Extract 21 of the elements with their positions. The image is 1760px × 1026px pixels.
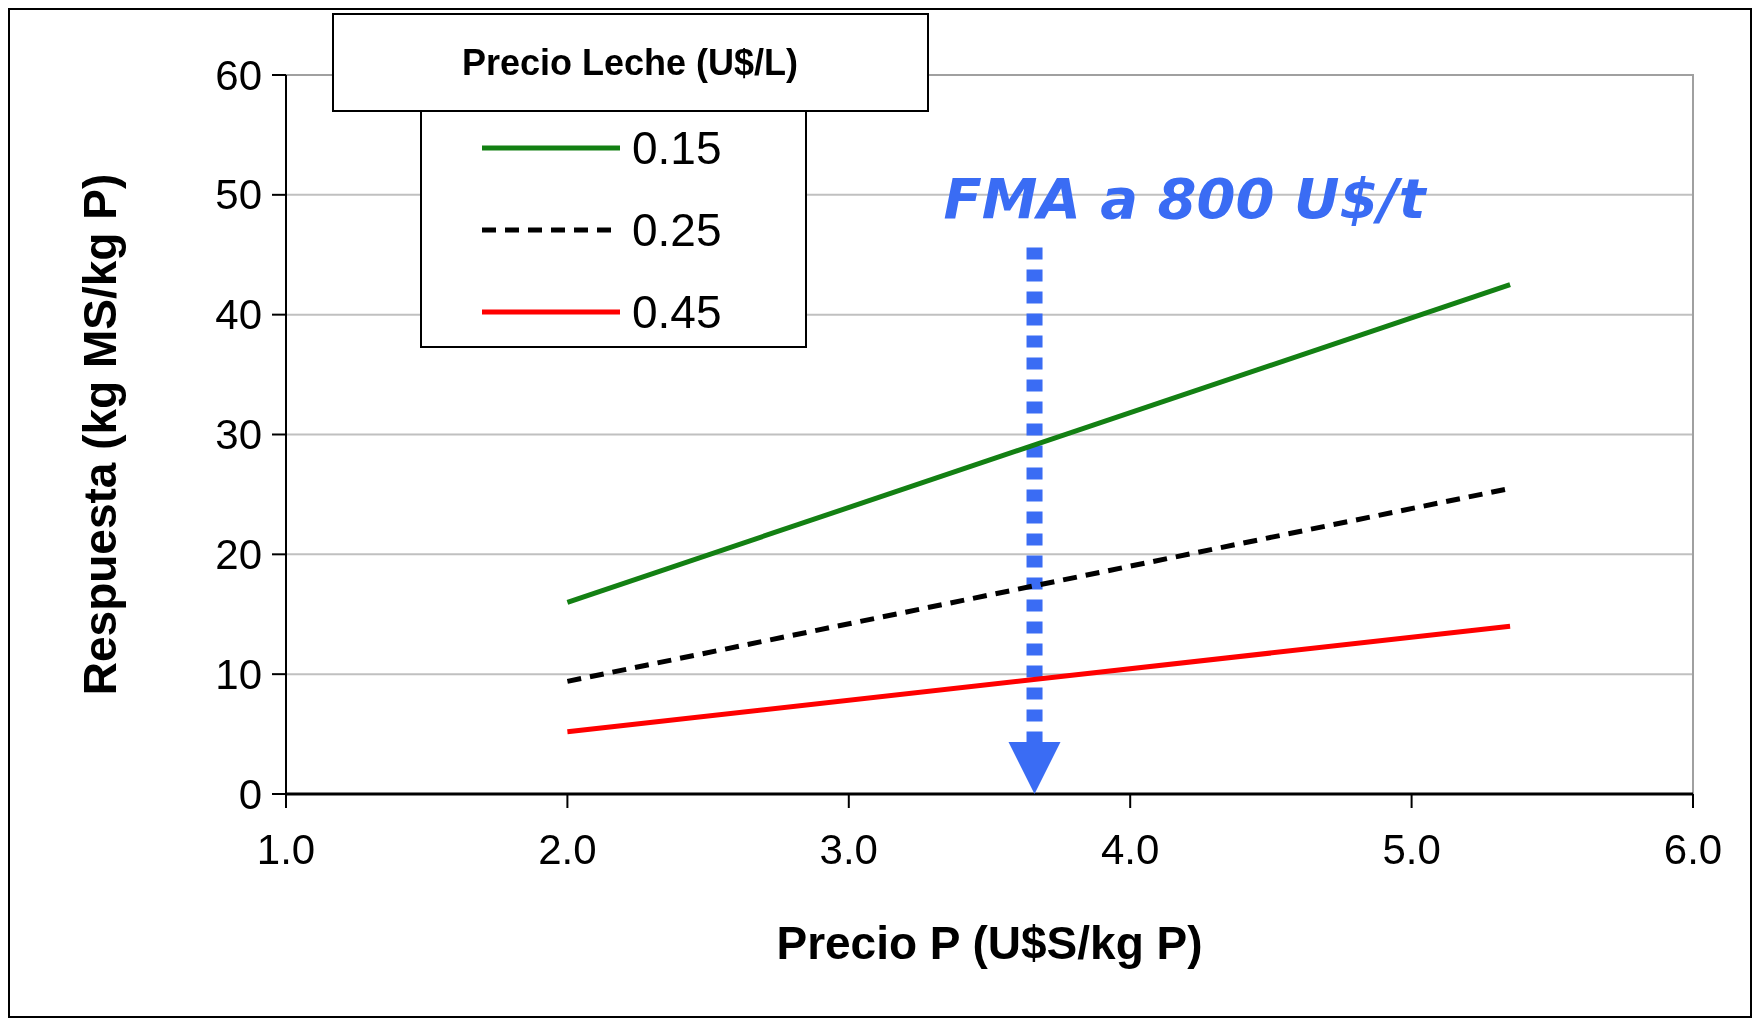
x-tick-label: 2.0 [538,826,597,873]
x-axis-title: Precio P (U$S/kg P) [776,917,1203,969]
y-tick-label: 10 [215,650,262,698]
y-tick-label: 0 [238,770,262,818]
y-axis-title: Respuesta (kg MS/kg P) [74,173,126,696]
x-tick-label: 6.0 [1663,826,1723,873]
x-tick-label: 1.0 [256,826,316,873]
legend-label: 0.45 [632,286,722,338]
x-tick-label: 3.0 [819,826,878,873]
y-tick-label: 20 [215,530,262,578]
y-tick-label: 60 [215,51,262,99]
legend-title-box: Precio Leche (U$/L) [332,13,929,112]
x-tick-label: 4.0 [1101,826,1160,873]
legend-label: 0.25 [632,204,722,256]
x-tick-label: 5.0 [1382,826,1441,873]
legend-label: 0.15 [632,122,722,174]
y-tick-label: 50 [215,171,262,219]
y-tick-label: 40 [215,291,262,339]
legend-title: Precio Leche (U$/L) [461,41,799,83]
ref-line-label: FMA a 800 U$/t [943,165,1428,231]
y-tick-label: 30 [215,411,262,458]
